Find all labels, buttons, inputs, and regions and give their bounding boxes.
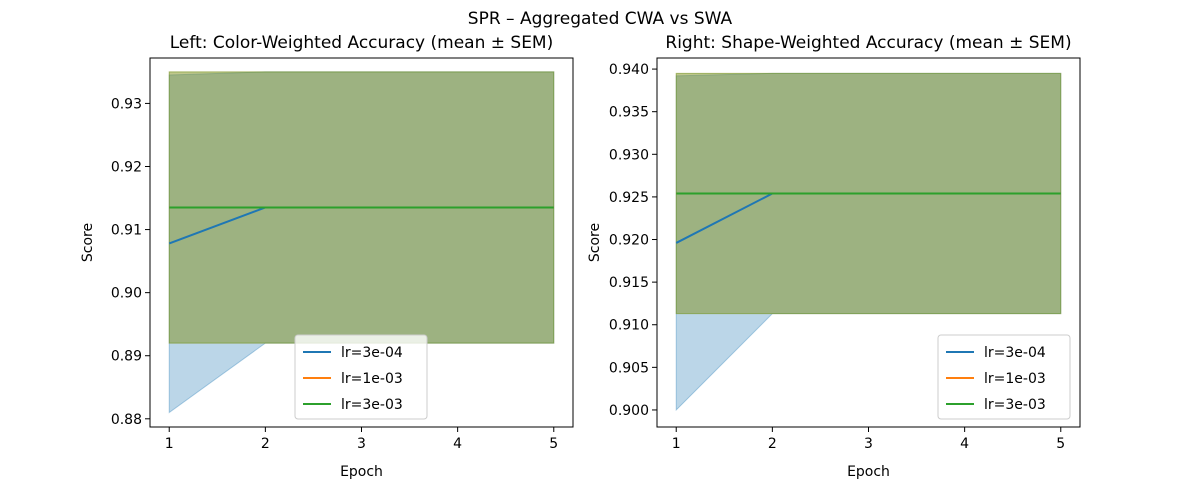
y-tick-label: 0.925	[609, 190, 649, 206]
sem-band-lr=3e-04	[675, 72, 1062, 412]
x-tick-label: 1	[672, 436, 681, 452]
y-tick-label: 0.90	[111, 286, 142, 302]
legend-label: lr=3e-03	[341, 397, 403, 413]
y-tick-label: 0.905	[609, 360, 649, 376]
legend-box	[294, 334, 428, 420]
y-tick-label: 0.93	[111, 96, 142, 112]
legend-label: lr=3e-03	[984, 397, 1046, 413]
y-axis-label: Score	[587, 223, 603, 262]
x-tick-label: 2	[261, 436, 270, 452]
legend-label: lr=1e-03	[341, 371, 403, 387]
x-tick-label: 5	[1056, 436, 1065, 452]
y-tick-label: 0.910	[609, 318, 649, 334]
x-tick-label: 4	[453, 436, 462, 452]
x-axis-label: Epoch	[340, 464, 383, 480]
y-tick-label: 0.91	[111, 223, 142, 239]
y-tick-label: 0.89	[111, 349, 142, 365]
x-tick-label: 3	[357, 436, 366, 452]
y-tick-label: 0.935	[609, 105, 649, 121]
chart-panel-2: 1 2 3 4 5 0.900 0.905 0.910 0.915 0.920 0.925 0.930…	[587, 33, 1081, 480]
chart-panel-1: 1 2 3 4 5 0.88 0.89 0.90 0.91 0.92 0.93 Left: Color…	[80, 33, 574, 480]
legend-label: lr=3e-04	[341, 345, 403, 361]
x-tick-label: 3	[864, 436, 873, 452]
figure-suptitle: SPR – Aggregated CWA vs SWA	[468, 9, 733, 29]
y-tick-label: 0.920	[609, 233, 649, 249]
y-axis-label: Score	[80, 223, 96, 262]
x-axis-label: Epoch	[847, 464, 890, 480]
panel-title: Right: Shape-Weighted Accuracy (mean ± S…	[665, 33, 1071, 53]
y-tick-label: 0.92	[111, 159, 142, 175]
panel-title: Left: Color-Weighted Accuracy (mean ± SE…	[170, 33, 553, 53]
legend-box	[937, 334, 1071, 420]
legend: lr=3e-04 lr=1e-03 lr=3e-03	[294, 334, 428, 420]
y-tick-label: 0.88	[111, 412, 142, 428]
y-tick-label: 0.930	[609, 147, 649, 163]
legend-label: lr=3e-04	[984, 345, 1046, 361]
x-tick-label: 1	[165, 436, 174, 452]
x-tick-label: 2	[768, 436, 777, 452]
y-tick-label: 0.940	[609, 62, 649, 78]
y-tick-label: 0.900	[609, 403, 649, 419]
y-tick-label: 0.915	[609, 275, 649, 291]
x-tick-label: 4	[960, 436, 969, 452]
legend: lr=3e-04 lr=1e-03 lr=3e-03	[937, 334, 1071, 420]
sem-band-lr=3e-04	[168, 71, 555, 414]
x-tick-label: 5	[549, 436, 558, 452]
legend-label: lr=1e-03	[984, 371, 1046, 387]
